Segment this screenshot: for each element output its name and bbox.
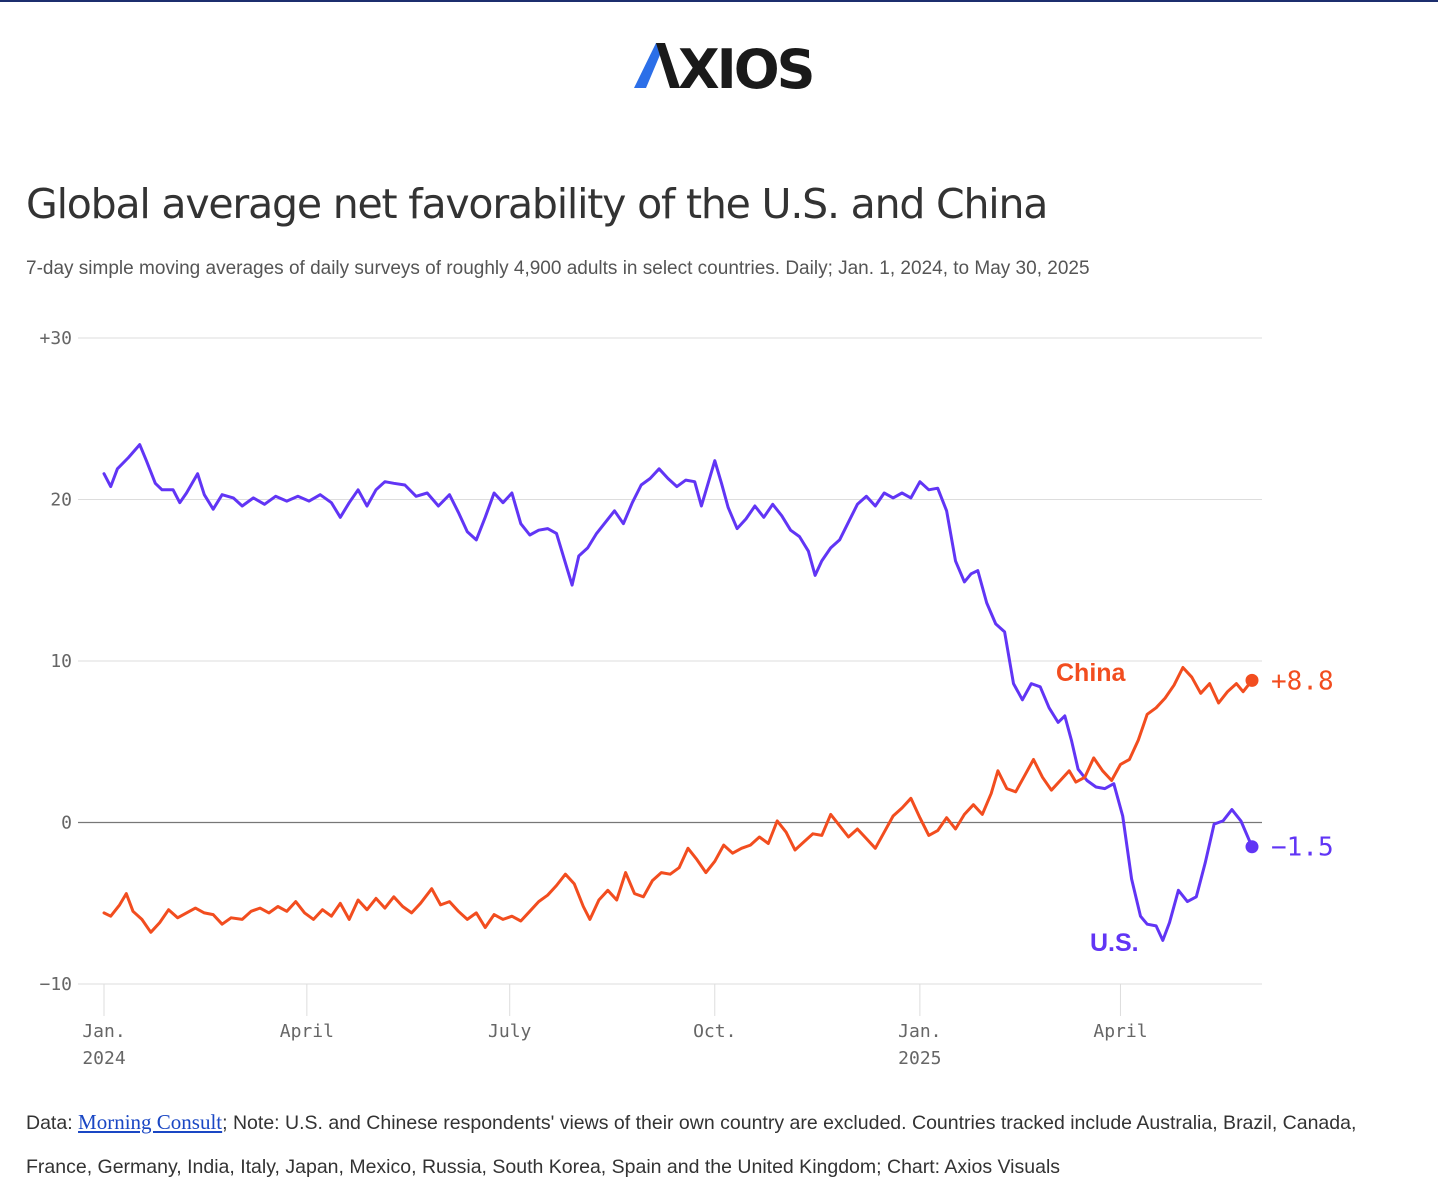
end-value-china: +8.8 <box>1271 666 1334 696</box>
y-tick-label: 0 <box>61 813 72 834</box>
top-rule <box>0 0 1438 2</box>
y-tick-label: 20 <box>50 490 72 511</box>
svg-text:XIOS: XIOS <box>678 40 813 92</box>
x-tick-label: Jan. <box>82 1021 125 1042</box>
x-tick-label: April <box>1093 1021 1147 1042</box>
x-tick-year: 2024 <box>82 1048 125 1069</box>
line-chart: +30 20 10 0 −10 Jan. 2024 April July Oct. Jan. 2025… <box>39 328 1334 1069</box>
y-tick-label: 10 <box>50 651 72 672</box>
end-dot-us <box>1245 840 1259 854</box>
chart-title: Global average net favorability of the U… <box>26 180 1048 228</box>
series-label-china: China <box>1056 659 1127 687</box>
x-tick-year: 2025 <box>898 1048 941 1069</box>
source-link[interactable]: Morning Consult <box>78 1110 223 1134</box>
y-tick-label: +30 <box>39 328 72 349</box>
footer-prefix: Data: <box>26 1112 79 1134</box>
chart-footer: Data: Morning Consult; Note: U.S. and Ch… <box>26 1100 1416 1189</box>
x-tick-label: April <box>280 1021 334 1042</box>
series-line-us <box>102 443 1254 942</box>
axios-logo: XIOS <box>634 40 816 92</box>
end-value-us: −1.5 <box>1271 833 1334 863</box>
series-line-china <box>102 666 1254 934</box>
x-tick-label: Jan. <box>898 1021 941 1042</box>
x-tick-label: July <box>488 1021 532 1042</box>
end-dot-china <box>1245 673 1259 687</box>
chart-subtitle: 7-day simple moving averages of daily su… <box>26 258 1090 279</box>
footer-note: ; Note: U.S. and Chinese respondents' vi… <box>26 1112 1357 1178</box>
series-label-us: U.S. <box>1090 929 1139 957</box>
x-tick-label: Oct. <box>693 1021 736 1042</box>
y-tick-label: −10 <box>39 974 72 995</box>
